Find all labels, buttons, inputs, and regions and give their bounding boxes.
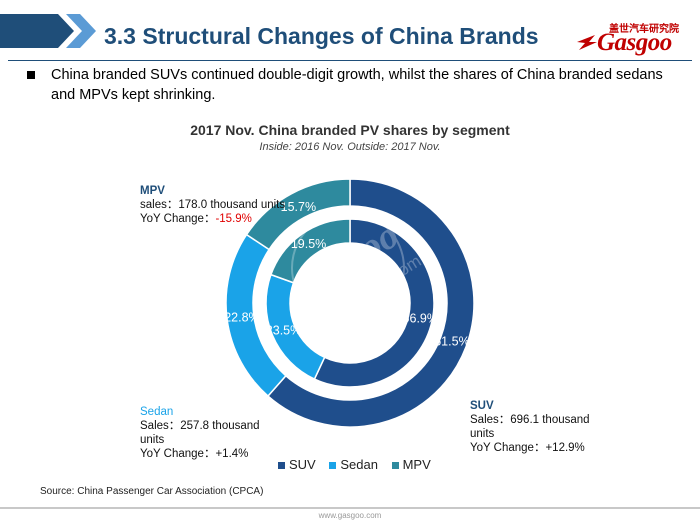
mpv-annotation-yoy-value: -15.9% <box>215 213 252 225</box>
footer-url: www.gasgoo.com <box>318 511 382 520</box>
legend-swatch-suv <box>278 462 285 470</box>
inner-ring-sedan-label: 23.5% <box>266 324 301 338</box>
inner-ring-mpv-slice <box>269 218 351 284</box>
outer-ring-mpv-slice <box>245 178 351 251</box>
bullet-text: China branded SUVs continued double-digi… <box>51 67 663 103</box>
bullet-square-icon <box>27 71 35 79</box>
outer-ring-mpv-label: 15.7% <box>281 200 316 214</box>
legend-swatch-sedan <box>329 462 337 470</box>
sedan-annotation-yoy-value: +1.4% <box>215 448 249 460</box>
chart-legend: SUV Sedan MPV <box>278 457 441 472</box>
outer-ring-sedan-label: 22.8% <box>224 310 259 324</box>
logo-mark-icon <box>577 35 597 50</box>
mpv-annotation-yoy-label: YoY Change： <box>140 213 216 225</box>
outer-ring-suv-label: 61.5% <box>434 335 469 349</box>
suv-annotation: SUV Sales：696.1 thousand units YoY Chang… <box>470 399 600 455</box>
legend-label-suv: SUV <box>289 457 316 472</box>
legend-item-mpv: MPV <box>391 457 431 472</box>
legend-swatch-mpv <box>391 462 399 470</box>
mpv-annotation-title: MPV <box>140 185 165 197</box>
logo-text: Gasgoo <box>597 29 672 56</box>
chart-title: 2017 Nov. China branded PV shares by seg… <box>190 122 510 138</box>
mpv-annotation: MPV sales：178.0 thousand units YoY Chang… <box>140 184 285 226</box>
chart-subtitle: Inside: 2016 Nov. Outside: 2017 Nov. <box>259 141 441 153</box>
legend-label-mpv: MPV <box>402 457 431 472</box>
source-note: Source: China Passenger Car Association … <box>40 486 264 497</box>
sedan-annotation: Sedan Sales：257.8 thousand units YoY Cha… <box>140 405 280 461</box>
suv-annotation-yoy-value: +12.9% <box>545 442 585 454</box>
legend-item-suv: SUV <box>278 457 316 472</box>
suv-annotation-title: SUV <box>470 400 494 412</box>
sedan-annotation-sales: Sales：257.8 thousand units <box>140 420 260 446</box>
footer-divider <box>0 507 700 509</box>
suv-annotation-sales: Sales：696.1 thousand units <box>470 414 590 440</box>
inner-ring-mpv-label: 19.5% <box>291 237 326 251</box>
inner-ring-suv-label: 56.9% <box>403 312 438 326</box>
suv-annotation-yoy-label: YoY Change： <box>470 442 546 454</box>
header-divider <box>8 60 692 61</box>
header-bar: 3.3 Structural Changes of China Brands 盖… <box>0 0 700 62</box>
legend-item-sedan: Sedan <box>329 457 378 472</box>
watermark-ring <box>291 211 405 325</box>
legend-label-sedan: Sedan <box>340 457 378 472</box>
outer-ring-suv-slice <box>266 178 475 428</box>
sedan-annotation-title: Sedan <box>140 406 174 418</box>
gasgoo-logo: 盖世汽车研究院 Gasgoo <box>575 20 693 56</box>
mpv-annotation-sales: sales：178.0 thousand units <box>140 199 286 211</box>
sedan-annotation-yoy-label: YoY Change： <box>140 448 216 460</box>
page-title: 3.3 Structural Changes of China Brands <box>104 23 539 49</box>
logo-chinese-text: 盖世汽车研究院 <box>609 24 679 35</box>
header-chevron-icon <box>0 14 96 48</box>
inner-ring-suv-slice <box>313 218 435 388</box>
